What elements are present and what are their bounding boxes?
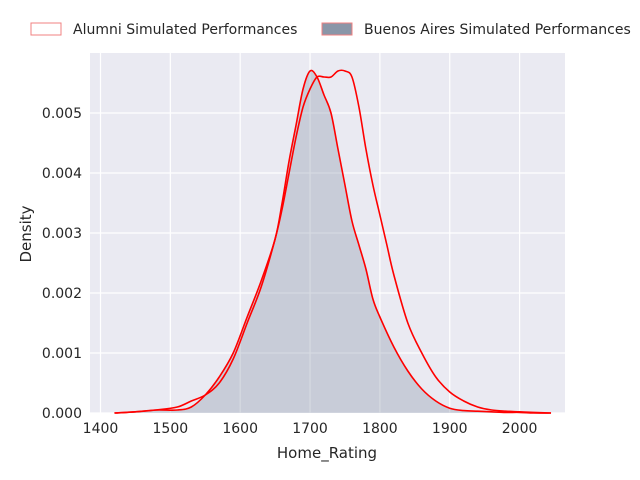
y-tick-label: 0.000 <box>42 406 82 422</box>
x-tick-label: 2000 <box>502 421 538 437</box>
x-tick-label: 1700 <box>292 421 328 437</box>
x-axis-ticks: 1400 1500 1600 1700 1800 1900 2000 <box>83 421 538 437</box>
x-tick-label: 1500 <box>153 421 189 437</box>
grid-lines <box>90 53 565 414</box>
density-line-alumni <box>114 69 552 414</box>
y-tick-label: 0.002 <box>42 286 82 302</box>
density-line-buenos-aires <box>114 69 552 414</box>
legend: Alumni Simulated Performances Buenos Air… <box>30 22 631 38</box>
y-tick-label: 0.003 <box>42 226 82 242</box>
x-tick-label: 1600 <box>222 421 258 437</box>
x-tick-label: 1400 <box>83 421 119 437</box>
legend-swatch-buenos-aires <box>321 22 353 36</box>
y-axis-ticks: 0.000 0.001 0.002 0.003 0.004 0.005 <box>42 106 82 422</box>
x-tick-label: 1900 <box>432 421 468 437</box>
legend-label-buenos-aires: Buenos Aires Simulated Performances <box>364 22 631 38</box>
y-tick-label: 0.005 <box>42 106 82 122</box>
density-areas <box>114 70 552 414</box>
y-tick-label: 0.001 <box>42 346 82 362</box>
y-axis-label: Density <box>17 205 35 262</box>
y-tick-label: 0.004 <box>42 166 82 182</box>
density-lines <box>114 69 552 414</box>
legend-label-alumni: Alumni Simulated Performances <box>73 22 297 38</box>
x-axis-label: Home_Rating <box>277 444 377 463</box>
density-area-buenos-aires <box>114 70 552 414</box>
legend-swatch-alumni <box>30 22 62 36</box>
x-tick-label: 1800 <box>362 421 398 437</box>
